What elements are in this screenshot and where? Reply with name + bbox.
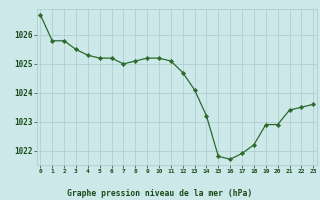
Text: Graphe pression niveau de la mer (hPa): Graphe pression niveau de la mer (hPa) <box>68 189 252 198</box>
